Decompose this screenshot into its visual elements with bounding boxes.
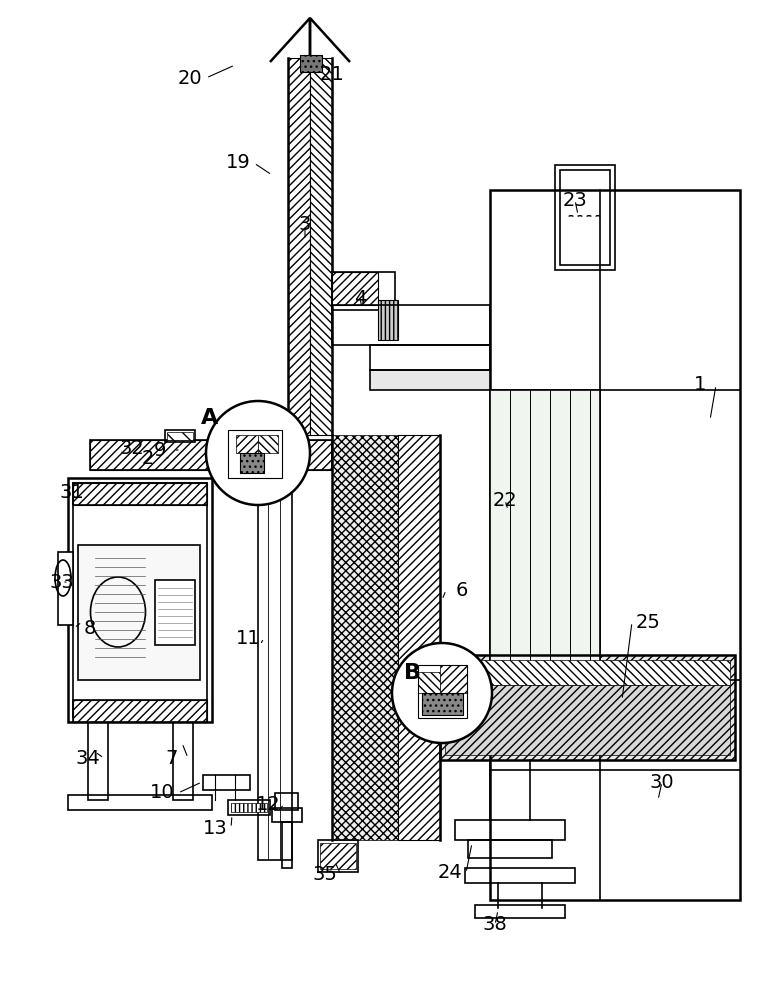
- Bar: [490, 390, 600, 680]
- Text: 25: 25: [635, 612, 660, 632]
- Bar: [440, 655, 735, 760]
- Text: 21: 21: [320, 66, 345, 85]
- Text: 13: 13: [203, 818, 228, 838]
- Bar: [165, 430, 195, 442]
- Text: 35: 35: [313, 865, 338, 884]
- Bar: [58, 552, 73, 625]
- Text: 6: 6: [456, 580, 468, 599]
- Bar: [236, 435, 258, 453]
- Text: 34: 34: [76, 748, 100, 768]
- Bar: [203, 775, 250, 790]
- Text: 22: 22: [493, 490, 518, 510]
- Bar: [228, 800, 270, 815]
- Bar: [310, 58, 332, 435]
- Bar: [240, 453, 264, 473]
- Text: 12: 12: [256, 794, 280, 814]
- Bar: [155, 580, 195, 645]
- Text: 23: 23: [562, 190, 587, 210]
- Bar: [320, 843, 356, 869]
- Text: 2: 2: [142, 448, 154, 468]
- Bar: [418, 665, 467, 718]
- Bar: [228, 430, 282, 478]
- Bar: [465, 868, 575, 883]
- Bar: [73, 483, 207, 505]
- Bar: [300, 55, 322, 72]
- Bar: [68, 795, 212, 810]
- Bar: [332, 272, 378, 305]
- Bar: [73, 483, 207, 505]
- Bar: [73, 483, 207, 717]
- Text: 4: 4: [354, 288, 366, 308]
- Text: B: B: [404, 663, 420, 683]
- Bar: [440, 655, 735, 760]
- Bar: [332, 435, 398, 840]
- Bar: [418, 672, 440, 693]
- Circle shape: [206, 401, 310, 505]
- Text: 8: 8: [83, 618, 96, 638]
- Bar: [73, 700, 207, 722]
- Bar: [445, 660, 730, 685]
- Bar: [78, 545, 200, 680]
- Bar: [282, 822, 292, 868]
- Bar: [490, 190, 740, 900]
- Text: 3: 3: [299, 216, 311, 234]
- Text: 20: 20: [178, 68, 203, 88]
- Bar: [440, 665, 467, 693]
- Bar: [332, 305, 490, 345]
- Text: 10: 10: [150, 784, 175, 802]
- Bar: [288, 58, 310, 435]
- Bar: [445, 685, 730, 755]
- Bar: [332, 272, 395, 310]
- Text: 24: 24: [438, 863, 462, 882]
- Bar: [318, 840, 358, 872]
- Text: 9: 9: [154, 440, 166, 460]
- Text: 31: 31: [60, 484, 84, 502]
- Bar: [258, 470, 292, 860]
- Bar: [560, 170, 610, 265]
- Bar: [475, 905, 565, 918]
- Bar: [422, 693, 463, 715]
- Circle shape: [392, 643, 492, 743]
- Bar: [370, 345, 490, 370]
- Bar: [422, 693, 463, 715]
- Bar: [455, 820, 565, 840]
- Bar: [88, 722, 108, 800]
- Text: 19: 19: [225, 153, 250, 172]
- Text: 38: 38: [483, 916, 507, 934]
- Text: 1: 1: [694, 375, 706, 394]
- Bar: [258, 435, 278, 453]
- Bar: [275, 793, 298, 810]
- Text: 30: 30: [650, 772, 674, 792]
- Bar: [555, 165, 615, 270]
- Bar: [370, 370, 490, 390]
- Text: A: A: [201, 408, 219, 428]
- Text: 11: 11: [235, 629, 260, 648]
- Text: 33: 33: [49, 572, 74, 591]
- Bar: [68, 478, 212, 722]
- Bar: [167, 432, 193, 440]
- Bar: [90, 440, 332, 470]
- Bar: [240, 453, 264, 473]
- Bar: [90, 440, 332, 470]
- Bar: [173, 722, 193, 800]
- Text: 7: 7: [165, 748, 178, 768]
- Text: 32: 32: [120, 438, 144, 458]
- Bar: [73, 700, 207, 722]
- Bar: [468, 840, 552, 858]
- Bar: [378, 300, 398, 340]
- Bar: [398, 435, 440, 840]
- Bar: [272, 808, 302, 822]
- Bar: [231, 803, 267, 812]
